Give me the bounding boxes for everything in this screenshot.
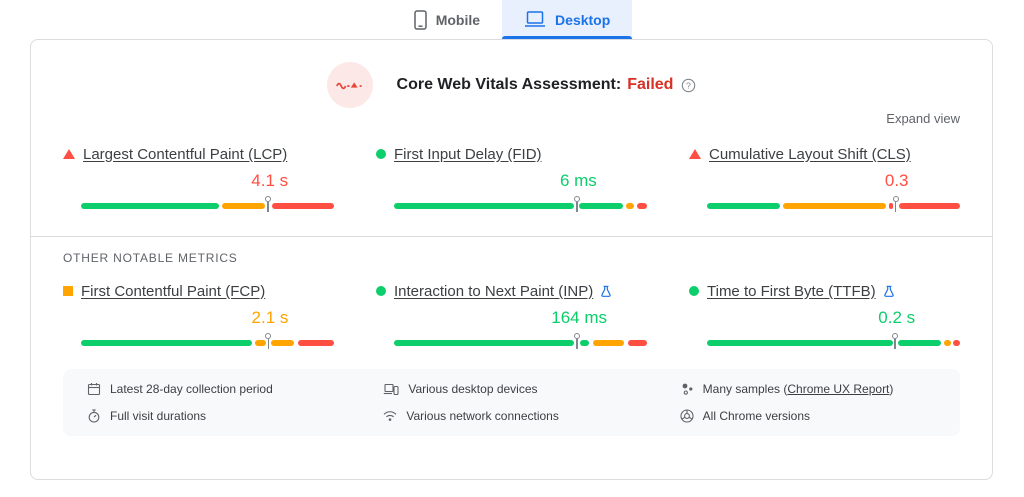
bar-segment-good (81, 340, 252, 346)
bar-segment-good (81, 203, 219, 209)
metric-link-fcp[interactable]: First Contentful Paint (FCP) (81, 282, 266, 300)
bar-segment-good (579, 203, 623, 209)
metric-fcp: First Contentful Paint (FCP) 2.1 s (63, 281, 334, 349)
expand-view-button[interactable]: Expand view (886, 111, 960, 126)
metric-link-cls[interactable]: Cumulative Layout Shift (CLS) (709, 145, 911, 163)
tab-mobile-label: Mobile (435, 11, 481, 28)
bar-segment-good (394, 340, 575, 346)
distribution-bar-ttfb: 0.2 s (707, 301, 960, 349)
bar-segment-average (943, 340, 951, 346)
data-collection-footer: Latest 28-day collection period Various … (63, 369, 960, 436)
bar-segment-poor (953, 340, 960, 346)
bar-segment-average (783, 203, 886, 209)
samples-icon (680, 382, 694, 396)
metric-value: 2.1 s (251, 308, 289, 327)
device-tabbar: Mobile Desktop (0, 0, 1024, 39)
distribution-bar-lcp: 4.1 s (81, 164, 334, 212)
percentile-marker-pin (573, 196, 580, 212)
bar-segment-poor (888, 203, 893, 209)
status-icon-fcp (63, 286, 73, 296)
percentile-marker-pin (573, 333, 580, 349)
tab-desktop[interactable]: Desktop (502, 0, 633, 39)
distribution-bar-fcp: 2.1 s (81, 301, 334, 349)
footer-item-visit-durations: Full visit durations (87, 409, 343, 423)
footer-item-collection-period: Latest 28-day collection period (87, 382, 343, 396)
footer-item-samples: Many samples (Chrome UX Report) (680, 382, 936, 396)
cwv-assessment-result: Failed (627, 76, 674, 93)
status-icon-fid (376, 149, 386, 159)
bar-segment-poor (271, 203, 334, 209)
bar-segment-poor (298, 340, 334, 346)
bar-segment-good (898, 340, 942, 346)
status-icon-ttfb (689, 286, 699, 296)
footer-item-network: Various network connections (383, 409, 639, 423)
footer-item-devices: Various desktop devices (383, 382, 639, 396)
distribution-bar-fid: 6 ms (394, 164, 647, 212)
percentile-marker-pin (265, 196, 272, 212)
core-vitals-grid: Largest Contentful Paint (LCP) 4.1 s Fir… (63, 144, 960, 212)
percentile-marker-pin (265, 333, 272, 349)
status-icon-lcp (63, 149, 75, 159)
bar-segment-good (394, 203, 575, 209)
cwv-failed-pulse-icon (326, 62, 373, 108)
field-data-card: Core Web Vitals Assessment: Failed ? Exp… (30, 39, 993, 480)
metric-link-lcp[interactable]: Largest Contentful Paint (LCP) (83, 145, 288, 163)
metric-value: 6 ms (559, 171, 597, 190)
tab-mobile[interactable]: Mobile (392, 0, 502, 39)
pagespeed-field-report: Mobile Desktop Core Web Vitals Assessm (0, 0, 1024, 480)
bar-segment-average (254, 340, 266, 346)
bar-segment-good (707, 340, 893, 346)
metric-value: 0.2 s (878, 308, 916, 327)
bar-segment-average (592, 340, 625, 346)
status-icon-inp (376, 286, 386, 296)
status-icon-cls (689, 149, 701, 159)
bar-segment-average (626, 203, 635, 209)
metric-ttfb: Time to First Byte (TTFB) 0.2 s (689, 281, 960, 349)
metric-cls: Cumulative Layout Shift (CLS) 0.3 (689, 144, 960, 212)
tab-desktop-label: Desktop (555, 11, 611, 28)
chrome-icon (680, 409, 694, 423)
distribution-bar-inp: 164 ms (394, 301, 647, 349)
bar-segment-average (222, 203, 266, 209)
experimental-flask-icon (883, 285, 895, 298)
bar-segment-average (271, 340, 294, 346)
network-signal-icon (383, 410, 397, 422)
bar-segment-poor (899, 203, 960, 209)
metric-link-ttfb[interactable]: Time to First Byte (TTFB) (707, 282, 876, 300)
section-divider (31, 236, 992, 237)
bar-segment-poor (637, 203, 647, 209)
help-icon[interactable]: ? (681, 78, 696, 93)
other-metrics-grid: First Contentful Paint (FCP) 2.1 s Inter… (63, 281, 960, 349)
metric-value: 0.3 (884, 171, 909, 190)
metric-value: 4.1 s (251, 171, 289, 190)
footer-item-chrome-versions: All Chrome versions (680, 409, 936, 423)
metric-link-fid[interactable]: First Input Delay (FID) (394, 145, 542, 163)
expand-view-row: Expand view (63, 110, 960, 128)
cwv-assessment-header: Core Web Vitals Assessment: Failed ? (63, 62, 960, 108)
svg-text:?: ? (687, 80, 692, 90)
mobile-phone-icon (413, 9, 427, 30)
crux-report-link[interactable]: Chrome UX Report (787, 382, 890, 396)
metric-inp: Interaction to Next Paint (INP) 164 ms (376, 281, 647, 349)
percentile-marker-pin (892, 333, 899, 349)
metric-lcp: Largest Contentful Paint (LCP) 4.1 s (63, 144, 334, 212)
stopwatch-icon (87, 409, 101, 423)
metric-fid: First Input Delay (FID) 6 ms (376, 144, 647, 212)
samples-text-suffix: ) (889, 382, 894, 396)
cwv-assessment-title: Core Web Vitals Assessment: (396, 76, 622, 93)
desktop-laptop-icon (524, 11, 546, 28)
samples-text-prefix: Many samples ( (702, 382, 788, 396)
bar-segment-good (579, 340, 590, 346)
bar-segment-poor (628, 340, 647, 346)
bar-segment-good (707, 203, 781, 209)
experimental-flask-icon (600, 285, 612, 298)
other-metrics-label: OTHER NOTABLE METRICS (63, 251, 238, 265)
metric-value: 164 ms (551, 308, 608, 327)
metric-link-inp[interactable]: Interaction to Next Paint (INP) (394, 282, 594, 300)
distribution-bar-cls: 0.3 (707, 164, 960, 212)
calendar-icon (87, 382, 101, 396)
percentile-marker-pin (892, 196, 899, 212)
devices-icon (383, 383, 399, 396)
